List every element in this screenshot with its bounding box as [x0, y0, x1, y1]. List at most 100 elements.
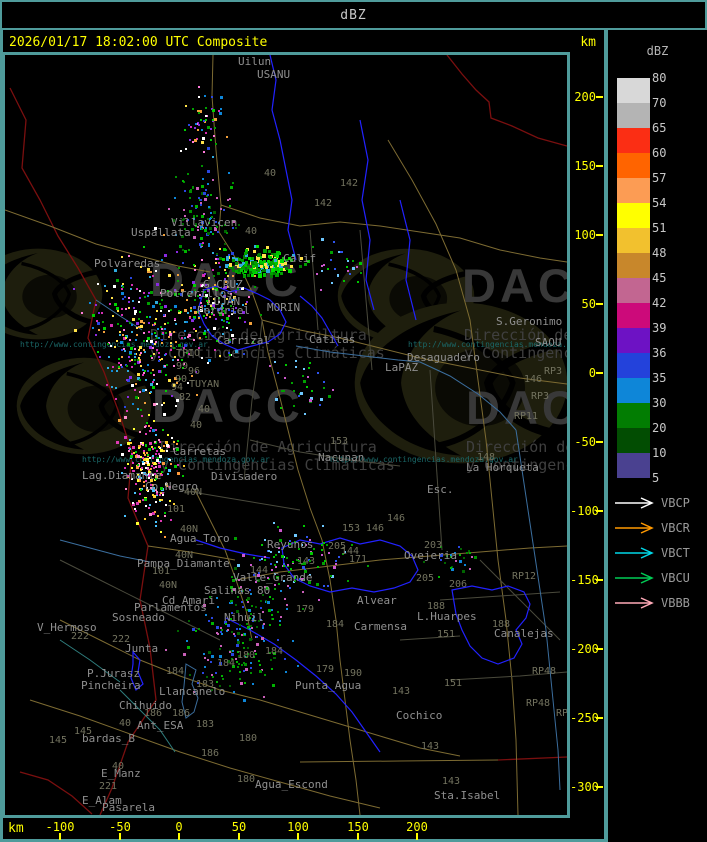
radar-echo — [183, 363, 186, 366]
radar-echo — [161, 328, 164, 331]
radar-echo — [209, 218, 212, 221]
radar-echo — [261, 636, 265, 640]
bottom-axis-tick-label: 100 — [287, 820, 309, 834]
radar-echo — [128, 448, 131, 451]
radar-echo — [126, 395, 129, 398]
colorbar-swatch — [617, 128, 650, 153]
radar-echo — [269, 651, 272, 654]
radar-echo — [146, 487, 149, 490]
radar-echo — [323, 381, 326, 384]
radar-echo — [281, 263, 285, 267]
radar-echo — [121, 471, 124, 474]
map-label: Reyunos — [267, 538, 314, 551]
radar-echo — [129, 454, 133, 458]
radar-echo — [134, 362, 137, 365]
radar-echo — [471, 556, 474, 559]
colorbar-swatch — [617, 228, 650, 253]
radar-echo — [127, 355, 130, 358]
right-axis-tick — [596, 786, 603, 788]
radar-echo — [119, 324, 122, 327]
radar-echo — [198, 110, 202, 114]
radar-echo — [197, 309, 200, 312]
radar-echo — [133, 507, 136, 510]
radar-echo — [235, 227, 238, 230]
map-label: Pampa_Diamante — [137, 557, 230, 570]
map-label: 40 — [264, 168, 277, 179]
radar-echo — [142, 471, 146, 475]
radar-echo — [297, 395, 300, 398]
radar-echo — [73, 329, 77, 333]
panel-divider — [604, 30, 608, 842]
radar-echo — [121, 292, 125, 296]
radar-echo — [230, 590, 233, 593]
radar-echo — [124, 363, 127, 366]
radar-echo — [437, 576, 440, 579]
radar-echo — [189, 307, 192, 310]
colorbar-swatch — [617, 178, 650, 203]
radar-echo — [117, 358, 120, 361]
radar-echo — [223, 269, 226, 272]
radar-echo — [342, 280, 345, 283]
map-label: RP — [556, 708, 567, 719]
map-label: RP48 — [526, 698, 551, 709]
radar-echo — [282, 268, 286, 272]
radar-echo — [241, 303, 244, 306]
radar-echo — [159, 531, 162, 534]
radar-echo — [138, 430, 141, 433]
radar-echo — [213, 313, 216, 316]
radar-echo — [189, 674, 192, 677]
radar-echo — [121, 285, 124, 288]
radar-echo — [139, 492, 142, 495]
radar-echo — [144, 473, 147, 476]
radar-echo — [217, 300, 220, 303]
radar-echo — [156, 337, 159, 340]
radar-echo — [160, 309, 163, 312]
radar-echo — [278, 547, 281, 550]
radar-echo — [202, 136, 206, 140]
radar-echo — [291, 381, 294, 384]
radar-echo — [194, 264, 197, 267]
radar-echo — [120, 284, 123, 287]
radar-echo — [261, 544, 264, 547]
right-axis-tick — [596, 648, 603, 650]
radar-echo — [207, 193, 210, 196]
map-label: 82 — [179, 392, 192, 403]
map-label: 188 — [427, 601, 446, 612]
radar-echo — [184, 344, 188, 348]
radar-echo — [235, 628, 238, 631]
radar-echo — [154, 334, 157, 337]
radar-echo — [207, 361, 210, 364]
radar-echo — [154, 500, 157, 503]
radar-map-canvas[interactable]: DACCDACCDACCDACCDirección de Agricultura… — [5, 55, 567, 815]
radar-echo — [201, 184, 205, 188]
radar-echo — [298, 392, 301, 395]
radar-echo — [131, 366, 134, 369]
radar-echo — [151, 385, 155, 389]
radar-echo — [111, 370, 114, 373]
radar-echo — [216, 252, 219, 255]
radar-echo — [337, 555, 340, 558]
radar-echo — [233, 566, 237, 570]
radar-echo — [285, 608, 288, 611]
radar-echo — [206, 288, 209, 291]
map-label: Esc. — [427, 483, 454, 496]
radar-echo — [335, 563, 338, 566]
radar-echo — [192, 306, 196, 310]
radar-echo — [149, 479, 153, 483]
radar-echo — [196, 109, 199, 112]
radar-echo — [134, 482, 137, 485]
radar-echo — [186, 336, 189, 339]
radar-echo — [244, 321, 247, 324]
radar-echo — [164, 364, 167, 367]
radar-echo — [200, 164, 203, 167]
radar-echo — [250, 593, 253, 596]
map-label: 101 — [152, 566, 171, 577]
radar-echo — [274, 587, 277, 590]
radar-echo — [191, 628, 195, 632]
radar-echo — [259, 600, 262, 603]
radar-echo — [315, 582, 319, 586]
radar-echo — [139, 289, 142, 292]
radar-echo — [136, 334, 139, 337]
radar-echo — [139, 320, 143, 324]
